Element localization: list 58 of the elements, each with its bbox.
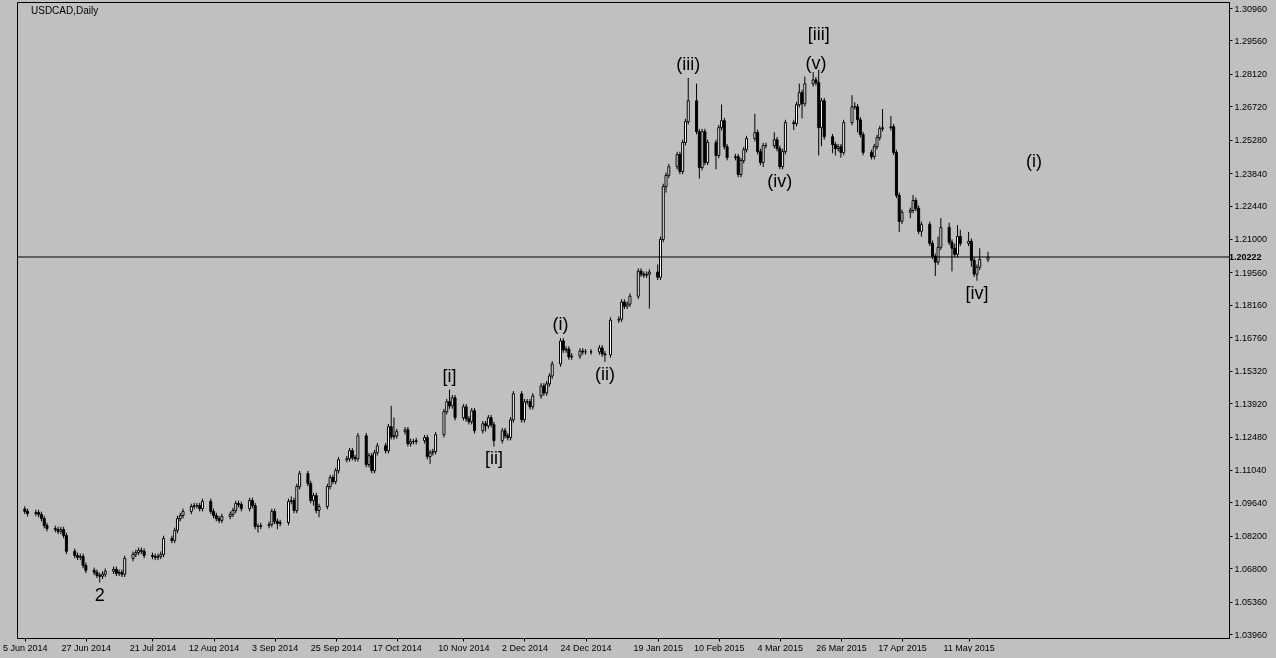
x-tick-label: 17 Oct 2014 <box>372 642 422 653</box>
annotation: (ii) <box>594 363 615 384</box>
candlestick <box>589 348 593 356</box>
annotation: [ii] <box>484 448 503 469</box>
x-tick-label: 25 Sep 2014 <box>310 642 362 653</box>
annotation: (i) <box>1026 151 1042 171</box>
annotation: (iv) <box>767 171 793 192</box>
x-tick-label: 24 Dec 2014 <box>560 642 612 653</box>
y-tick-label: 1.12480 <box>1234 432 1268 443</box>
x-tick-label: 10 Feb 2015 <box>694 642 745 653</box>
y-tick-label: 1.03960 <box>1234 629 1268 640</box>
x-tick-label: 12 Aug 2014 <box>188 642 240 653</box>
candlestick <box>253 502 257 530</box>
candlestick <box>192 502 196 510</box>
annotation: (v) <box>805 53 827 74</box>
x-tick-label: 26 Mar 2015 <box>816 642 867 653</box>
ref-line-label: 1.20222 <box>1229 252 1262 262</box>
candlestick <box>856 103 860 133</box>
x-tick-label: 19 Jan 2015 <box>633 642 683 653</box>
y-tick-label: 1.11040 <box>1234 465 1267 476</box>
annotation: [i] <box>442 365 457 386</box>
y-tick-label: 1.06800 <box>1234 563 1268 574</box>
y-tick-label: 1.08200 <box>1234 531 1268 542</box>
annotation: 2 <box>94 584 105 605</box>
x-tick-label: 27 Jun 2014 <box>61 642 112 653</box>
y-tick-label: 1.26720 <box>1234 101 1268 112</box>
x-tick-label: 2 Dec 2014 <box>501 642 548 653</box>
candlestick <box>356 432 360 463</box>
x-tick-label: 21 Jul 2014 <box>129 642 177 653</box>
y-tick-label: 1.05360 <box>1234 597 1268 608</box>
y-tick-label: 1.13920 <box>1234 398 1268 409</box>
y-tick-label: 1.15320 <box>1234 366 1268 377</box>
chart-title: USDCAD,Daily <box>31 5 99 16</box>
y-tick-label: 1.21000 <box>1234 234 1268 245</box>
y-tick-label: 1.18160 <box>1234 300 1268 311</box>
candlestick <box>59 526 63 535</box>
y-tick-label: 1.16760 <box>1234 332 1268 343</box>
y-tick-label: 1.19560 <box>1234 267 1268 278</box>
candlestick <box>286 498 290 526</box>
annotation: [iv] <box>965 282 989 303</box>
y-tick-label: 1.28120 <box>1234 69 1268 80</box>
x-tick-label: 10 Nov 2014 <box>438 642 490 653</box>
x-tick-label: 3 Sep 2014 <box>252 642 299 653</box>
y-tick-label: 1.30960 <box>1234 3 1268 14</box>
candlestick <box>850 94 854 126</box>
y-tick-label: 1.09640 <box>1234 497 1268 508</box>
annotation: (iii) <box>676 53 701 74</box>
y-tick-label: 1.25280 <box>1234 135 1268 146</box>
y-tick-label: 1.29560 <box>1234 35 1268 46</box>
y-tick-label: 1.23840 <box>1234 168 1268 179</box>
annotation: [iii] <box>807 23 830 44</box>
y-tick-label: 1.22440 <box>1234 201 1268 212</box>
candlestick <box>123 555 127 578</box>
x-tick-label: 11 May 2015 <box>943 642 995 653</box>
x-tick-label: 17 Apr 2015 <box>878 642 927 653</box>
x-tick-label: 4 Mar 2015 <box>757 642 804 653</box>
annotation: (i) <box>552 314 569 335</box>
x-tick-label: 5 Jun 2014 <box>3 642 48 653</box>
